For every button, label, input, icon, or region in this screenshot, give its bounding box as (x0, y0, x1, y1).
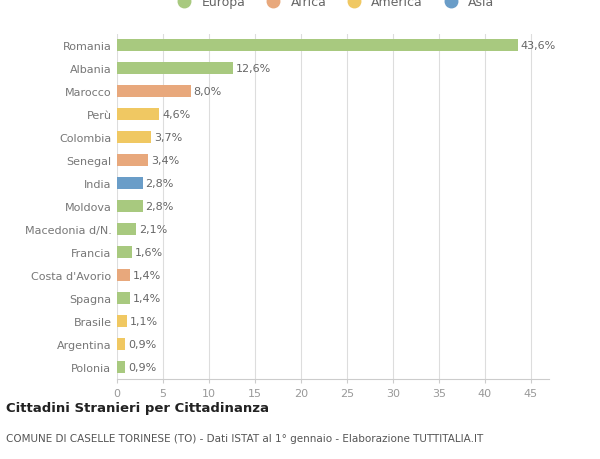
Bar (117, 246, 132, 259)
Text: 2,8%: 2,8% (145, 179, 174, 189)
Text: 3,7%: 3,7% (154, 133, 182, 143)
Bar (117, 338, 125, 351)
Bar (117, 269, 130, 282)
Text: 1,4%: 1,4% (133, 293, 161, 303)
Text: 2,8%: 2,8% (145, 202, 174, 212)
Text: Cittadini Stranieri per Cittadinanza: Cittadini Stranieri per Cittadinanza (6, 401, 269, 414)
Text: 43,6%: 43,6% (521, 41, 556, 51)
Text: 12,6%: 12,6% (236, 64, 271, 74)
Bar (117, 315, 127, 328)
Text: 2,1%: 2,1% (139, 224, 167, 235)
Text: 8,0%: 8,0% (193, 87, 221, 97)
Text: 1,1%: 1,1% (130, 316, 158, 326)
Text: 1,4%: 1,4% (133, 270, 161, 280)
Bar (117, 177, 143, 190)
Bar (117, 200, 143, 213)
Text: 0,9%: 0,9% (128, 362, 156, 372)
Bar (117, 108, 159, 121)
Bar (117, 131, 151, 144)
Text: 3,4%: 3,4% (151, 156, 179, 166)
Bar (117, 62, 233, 75)
Legend: Europa, Africa, America, Asia: Europa, Africa, America, Asia (168, 0, 498, 13)
Bar (117, 39, 518, 52)
Bar (117, 85, 191, 98)
Bar (117, 223, 136, 236)
Text: 4,6%: 4,6% (162, 110, 190, 120)
Bar (117, 361, 125, 374)
Text: 1,6%: 1,6% (134, 247, 163, 257)
Bar (117, 154, 148, 167)
Text: 0,9%: 0,9% (128, 339, 156, 349)
Bar (117, 292, 130, 305)
Text: COMUNE DI CASELLE TORINESE (TO) - Dati ISTAT al 1° gennaio - Elaborazione TUTTIT: COMUNE DI CASELLE TORINESE (TO) - Dati I… (6, 433, 483, 442)
